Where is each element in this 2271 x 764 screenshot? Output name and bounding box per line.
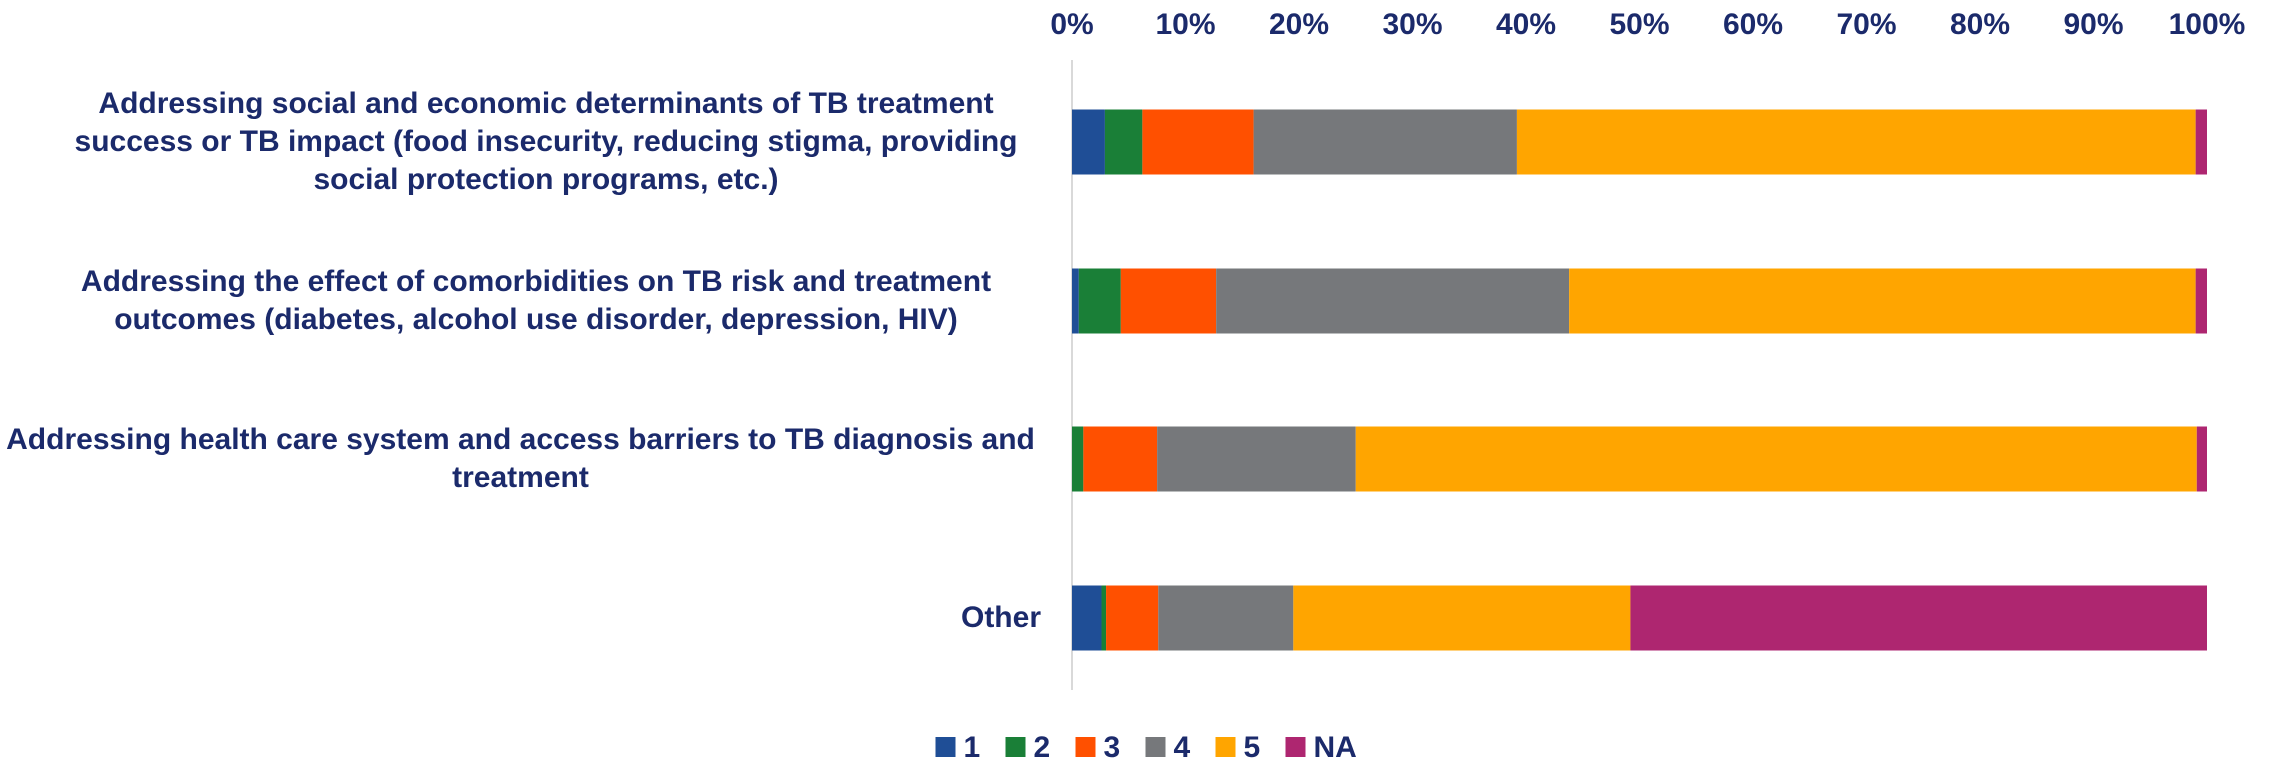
x-tick-label: 80% <box>1950 8 2010 41</box>
bar-segment <box>1101 585 1107 651</box>
x-tick-label: 30% <box>1382 8 1442 41</box>
bar-segment <box>1253 109 1517 175</box>
x-tick-label: 50% <box>1609 8 1669 41</box>
x-tick-label: 10% <box>1155 8 1215 41</box>
bar-segment <box>1158 585 1294 651</box>
bar-segment <box>2196 426 2207 492</box>
bar-segment <box>1516 109 2196 175</box>
x-tick-label: 100% <box>2169 8 2246 41</box>
x-tick-label: 60% <box>1723 8 1783 41</box>
x-tick-label: 20% <box>1269 8 1329 41</box>
bar-segment <box>1355 426 2197 492</box>
legend-swatch <box>1145 737 1166 757</box>
legend-swatch <box>1215 737 1236 757</box>
bar-segment <box>1072 585 1102 651</box>
bar-segment <box>2195 268 2207 334</box>
legend-swatch <box>1075 737 1096 757</box>
legend-label: 3 <box>1104 731 1121 764</box>
bar-segment <box>1216 268 1570 334</box>
category-label: Addressing social and economic determina… <box>51 85 1041 199</box>
bar-segment <box>1072 426 1084 492</box>
x-tick-label: 0% <box>1050 8 1093 41</box>
x-tick-label: 70% <box>1836 8 1896 41</box>
bar-segment <box>1293 585 1631 651</box>
legend-swatch <box>1005 737 1026 757</box>
bar-segment <box>1072 268 1079 334</box>
category-label: Addressing health care system and access… <box>0 421 1041 497</box>
x-tick-label: 90% <box>2063 8 2123 41</box>
legend-label: 2 <box>1034 731 1051 764</box>
bar-segment <box>1083 426 1158 492</box>
legend-label: 1 <box>964 731 981 764</box>
legend-label: 4 <box>1174 731 1191 764</box>
bar-segment <box>1142 109 1254 175</box>
category-text: Addressing health care system and access… <box>6 423 1035 494</box>
bar-segment <box>1104 109 1143 175</box>
x-tick-label: 40% <box>1496 8 1556 41</box>
category-text: Other <box>960 601 1041 634</box>
bar-segment <box>2195 109 2207 175</box>
bar-segment <box>1072 109 1105 175</box>
legend-label: NA <box>1314 731 1357 764</box>
bar-segment <box>1630 585 2207 651</box>
legend-swatch <box>935 737 956 757</box>
category-label: Other <box>961 599 1041 637</box>
category-text: Addressing social and economic determina… <box>74 87 1018 196</box>
bar-segment <box>1078 268 1121 334</box>
bar-segment <box>1569 268 2196 334</box>
category-text: Addressing the effect of comorbidities o… <box>80 265 992 336</box>
bar-segment <box>1120 268 1217 334</box>
bar-segment <box>1157 426 1356 492</box>
category-label: Addressing the effect of comorbidities o… <box>31 263 1041 339</box>
legend-label: 5 <box>1244 731 1261 764</box>
legend-swatch <box>1285 737 1306 757</box>
bar-segment <box>1106 585 1159 651</box>
